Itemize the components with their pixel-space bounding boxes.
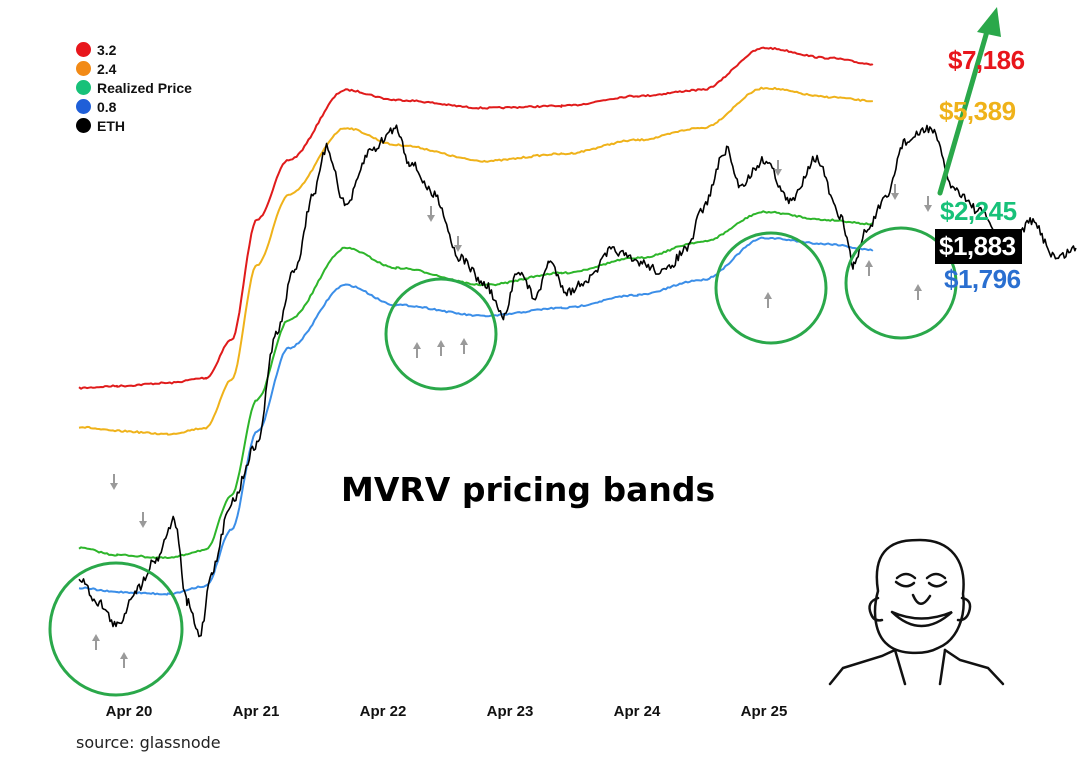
legend-dot xyxy=(76,99,91,114)
legend-item: 2.4 xyxy=(76,59,192,78)
legend-label: 3.2 xyxy=(97,41,117,58)
x-tick-label: Apr 23 xyxy=(487,703,534,720)
legend-item: ETH xyxy=(76,116,192,135)
arrow-up-icon xyxy=(914,284,922,300)
arrow-up-icon xyxy=(92,634,100,650)
series-line-realized-price xyxy=(78,210,874,559)
arrow-down-icon xyxy=(427,206,435,222)
grey-arrows xyxy=(92,160,932,668)
arrow-down-icon xyxy=(110,474,118,490)
arrow-up-icon xyxy=(437,340,445,356)
series-line-eth xyxy=(78,124,1077,638)
arrow-down-icon xyxy=(891,184,899,200)
price-label-realized: $2,245 xyxy=(940,196,1017,226)
arrow-up-icon xyxy=(865,260,873,276)
legend-item: 0.8 xyxy=(76,97,192,116)
legend-label: Realized Price xyxy=(97,79,192,96)
arrow-down-icon xyxy=(454,236,462,252)
arrow-up-icon xyxy=(764,292,772,308)
smiley-face-icon xyxy=(828,538,1005,686)
legend-dot xyxy=(76,80,91,95)
legend-dot xyxy=(76,42,91,57)
legend-item: 3.2 xyxy=(76,40,192,59)
highlight-circles xyxy=(48,226,958,697)
price-label-eth: $1,883 xyxy=(935,229,1022,264)
legend-item: Realized Price xyxy=(76,78,192,97)
arrow-down-icon xyxy=(774,160,782,176)
band-lines xyxy=(78,46,1077,638)
legend-label: 0.8 xyxy=(97,98,117,115)
x-tick-label: Apr 24 xyxy=(614,703,661,720)
arrow-up-icon xyxy=(413,342,421,358)
series-line-3-2 xyxy=(78,46,874,390)
price-label-0-8: $1,796 xyxy=(944,264,1021,294)
legend-label: ETH xyxy=(97,117,125,134)
arrow-down-icon xyxy=(139,512,147,528)
highlight-circle xyxy=(48,561,184,697)
legend-dot xyxy=(76,118,91,133)
legend-dot xyxy=(76,61,91,76)
source-note: source: glassnode xyxy=(76,733,221,752)
trend-arrow xyxy=(937,7,1001,196)
legend: 3.2 2.4 Realized Price 0.8 ETH xyxy=(76,40,192,135)
x-tick-label: Apr 20 xyxy=(106,703,153,720)
price-label-3-2: $7,186 xyxy=(948,45,1025,75)
highlight-circle xyxy=(384,277,498,391)
x-tick-label: Apr 21 xyxy=(233,703,280,720)
legend-label: 2.4 xyxy=(97,60,117,77)
x-axis-ticks: Apr 20 Apr 21 Apr 22 Apr 23 Apr 24 Apr 25 xyxy=(106,703,788,720)
arrow-up-icon xyxy=(120,652,128,668)
arrow-up-icon xyxy=(460,338,468,354)
highlight-circle xyxy=(844,226,958,340)
x-tick-label: Apr 22 xyxy=(360,703,407,720)
series-line-2-4 xyxy=(78,86,874,436)
arrow-down-icon xyxy=(924,196,932,212)
price-label-2-4: $5,389 xyxy=(939,96,1016,126)
highlight-circle xyxy=(714,231,828,345)
x-tick-label: Apr 25 xyxy=(741,703,788,720)
chart-title: MVRV pricing bands xyxy=(341,470,716,509)
